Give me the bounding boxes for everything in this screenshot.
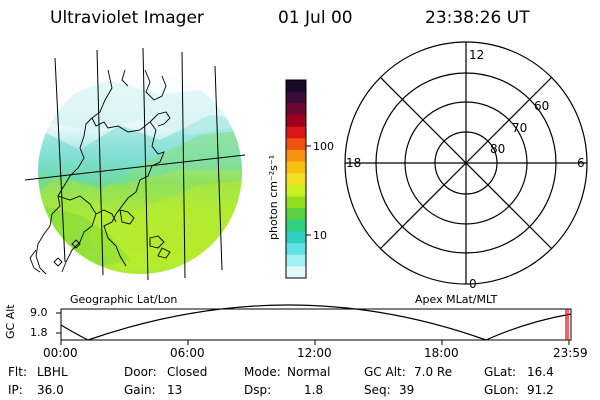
altitude-axis-label: GC Alt <box>4 304 17 339</box>
colorbar-swatch <box>286 196 306 209</box>
colorbar-swatch <box>286 91 306 104</box>
time-tick-2359: 23:59 <box>553 346 588 360</box>
latitude-line <box>24 154 246 181</box>
meridian-lines <box>54 47 223 281</box>
colorbar-swatch <box>286 80 306 93</box>
door-label: Door: <box>124 365 157 379</box>
gcalt-label: GC Alt: <box>364 365 406 379</box>
instrument-title: Ultraviolet Imager <box>50 8 204 28</box>
flt-label: Flt: <box>8 365 27 379</box>
gcalt-value: 7.0 Re <box>414 365 453 379</box>
mode-value: Normal <box>287 365 331 379</box>
mlt-label-6: 6 <box>577 156 585 170</box>
geo-panel-label: Geographic Lat/Lon <box>70 293 178 306</box>
altitude-trace <box>60 304 572 341</box>
colorbar-swatch <box>286 114 306 128</box>
colorbar-swatch <box>286 266 306 279</box>
meridian-line <box>214 65 223 271</box>
colorbar-swatch <box>286 149 306 163</box>
glat-label: GLat: <box>484 365 517 379</box>
colorbar-swatch <box>286 126 306 139</box>
time-tick-0000: 00:00 <box>43 346 78 360</box>
colorbar-swatch <box>286 208 306 221</box>
altitude-tick-label-9: 9.0 <box>30 306 48 319</box>
time-tick-0600: 06:00 <box>170 346 205 360</box>
mlat-label-70: 70 <box>512 121 527 135</box>
meridian-line <box>142 47 149 281</box>
colorbar-swatch <box>286 173 306 186</box>
geo-image-panel <box>24 47 246 281</box>
glon-label: GLon: <box>484 383 519 397</box>
colorbar-tick-label-100: 100 <box>313 140 334 153</box>
colorbar-swatch <box>286 161 306 174</box>
polar-panel-label: Apex MLat/MLT <box>415 293 498 306</box>
date-label: 01 Jul 00 <box>278 8 353 28</box>
meridian-line <box>96 49 104 276</box>
coastline-outline <box>29 69 171 275</box>
time-label: 23:38:26 UT <box>425 8 530 28</box>
altitude-strip-frame <box>60 308 572 341</box>
dsp-value: 1.8 <box>304 383 324 397</box>
glat-value: 16.4 <box>527 365 554 379</box>
dsp-label: Dsp: <box>244 383 272 397</box>
dayglow-speckle <box>38 80 242 274</box>
colorbar: 100 10 photon cm⁻²s⁻¹ <box>267 79 334 279</box>
mlat-label-60: 60 <box>534 99 549 113</box>
colorbar-swatch <box>286 219 306 233</box>
altitude-tick-label-1-8: 1.8 <box>30 326 48 339</box>
mlt-label-0: 0 <box>469 277 477 291</box>
mlt-label-18: 18 <box>346 156 361 170</box>
meridian-line <box>181 51 186 279</box>
gain-label: Gain: <box>124 383 156 397</box>
mode-label: Mode: <box>244 365 281 379</box>
colorbar-swatch <box>286 231 306 244</box>
mlt-label-12: 12 <box>469 48 484 62</box>
flt-value: LBHL <box>37 365 68 379</box>
colorbar-unit-label: photon cm⁻²s⁻¹ <box>267 155 280 240</box>
meridian-line <box>54 57 66 263</box>
polar-axis-diag-2 <box>379 76 553 250</box>
ip-label: IP: <box>8 383 23 397</box>
colorbar-swatch <box>286 243 306 256</box>
glon-value: 91.2 <box>527 383 554 397</box>
colorbar-frame <box>285 79 307 279</box>
gain-value: 13 <box>167 383 183 397</box>
colorbar-swatch <box>286 184 306 198</box>
colorbar-swatch <box>286 103 306 116</box>
altitude-strip <box>56 304 572 345</box>
ip-value: 36.0 <box>37 383 64 397</box>
time-tick-1800: 18:00 <box>424 346 459 360</box>
seq-value: 39 <box>399 383 415 397</box>
mlat-label-80: 80 <box>490 142 505 156</box>
colorbar-swatch <box>286 254 306 267</box>
colorbar-tick-label-10: 10 <box>313 229 327 242</box>
colorbar-swatch <box>286 138 306 151</box>
colorbar-swatches <box>286 80 306 279</box>
seq-label: Seq: <box>364 383 391 397</box>
polar-grid-panel <box>344 41 588 285</box>
door-value: Closed <box>167 365 208 379</box>
time-tick-1200: 12:00 <box>297 346 332 360</box>
